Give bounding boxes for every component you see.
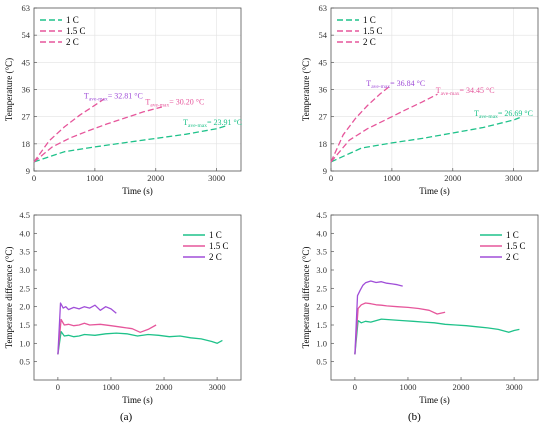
y-tick-label-0: 9 xyxy=(323,166,327,176)
legend-label-0: 1 C xyxy=(363,15,376,25)
series-line-1Cc xyxy=(330,116,520,163)
legend-label-0: 1 C xyxy=(506,230,519,240)
y-axis-title: Temperature difference (°C) xyxy=(301,247,311,349)
y-tick-label-1: 1.0 xyxy=(316,338,327,348)
legend-label-2: 2 C xyxy=(209,252,222,262)
series-line-2Cc xyxy=(57,302,117,355)
series-line-2Cc xyxy=(354,280,403,355)
x-tick-label-0: 0 xyxy=(32,173,36,183)
chart-a-top: 0 1000 2000 3000 9 18 27 36 45 54 63 Time (s) Temper… xyxy=(4,3,242,196)
series-line-15Cc xyxy=(33,106,163,163)
y-tick-label-1: 18 xyxy=(22,139,31,149)
chart-b-bottom: 0 1000 2000 3000 0.5 1.0 1.5 2.0 2.5 3.0 3.5 4.0 4.5… xyxy=(301,210,539,405)
plot-frame xyxy=(33,214,242,381)
panel-label-a: (a) xyxy=(120,411,133,423)
x-axis-title: Time (s) xyxy=(419,186,449,196)
x-tick-label-3: 3000 xyxy=(208,173,225,183)
series-line-2Cc xyxy=(33,98,105,163)
legend-label-2: 2 C xyxy=(66,37,79,47)
y-tick-label-4: 45 xyxy=(22,57,31,67)
y-tick-label-2: 27 xyxy=(319,112,328,122)
y-tick-label-6: 63 xyxy=(319,3,328,13)
y-tick-label-1: 18 xyxy=(319,139,328,149)
x-tick-label-3: 3000 xyxy=(506,382,523,392)
legend-label-2: 2 C xyxy=(363,37,376,47)
y-tick-label-4: 2.5 xyxy=(316,283,327,293)
legend-label-2: 2 C xyxy=(506,252,519,262)
y-tick-label-3: 2.0 xyxy=(19,302,30,312)
y-tick-label-3: 2.0 xyxy=(316,302,327,312)
annotation-1: Tave-max= 34.45 °C xyxy=(436,86,495,97)
x-axis-title: Time (s) xyxy=(122,186,152,196)
annotation-2: Tave-max= 23.91 °C xyxy=(183,118,242,129)
annotation-0: Tave-max= 32.81 °C xyxy=(84,92,143,103)
series-line-1Cc xyxy=(57,330,223,355)
x-tick-label-2: 2000 xyxy=(156,382,173,392)
series-line-1Cc xyxy=(354,318,520,355)
legend-label-1: 1.5 C xyxy=(506,241,526,251)
series-line-15Cc xyxy=(330,93,438,163)
y-tick-label-2: 27 xyxy=(22,112,31,122)
annotation-1: Tave-max= 30.20 °C xyxy=(145,98,204,109)
y-tick-label-4: 45 xyxy=(319,57,328,67)
y-tick-label-4: 2.5 xyxy=(19,283,30,293)
x-axis-title: Time (s) xyxy=(419,395,449,405)
y-tick-label-7: 4.0 xyxy=(316,228,327,238)
series-line-15Cc xyxy=(354,302,446,355)
x-tick-label-0: 0 xyxy=(329,173,333,183)
y-tick-label-5: 3.0 xyxy=(316,265,327,275)
y-tick-label-0: 9 xyxy=(26,166,30,176)
x-tick-label-1: 1000 xyxy=(86,173,103,183)
x-tick-label-1: 1000 xyxy=(102,382,119,392)
y-axis-title: Temperature (°C) xyxy=(4,58,14,121)
y-tick-label-3: 36 xyxy=(22,85,31,95)
y-tick-label-6: 63 xyxy=(22,3,31,13)
y-tick-label-2: 1.5 xyxy=(316,320,327,330)
x-tick-label-3: 3000 xyxy=(209,382,226,392)
y-tick-label-6: 3.5 xyxy=(316,247,327,257)
y-tick-label-2: 1.5 xyxy=(19,320,30,330)
y-tick-label-6: 3.5 xyxy=(19,247,30,257)
y-tick-label-5: 3.0 xyxy=(19,265,30,275)
x-tick-label-2: 2000 xyxy=(147,173,164,183)
x-tick-label-1: 1000 xyxy=(383,173,400,183)
series-line-1Cc xyxy=(33,125,226,163)
series-line-15Cc xyxy=(57,318,157,355)
y-axis-title: Temperature difference (°C) xyxy=(4,247,14,349)
y-tick-label-5: 54 xyxy=(319,30,328,40)
x-tick-label-3: 3000 xyxy=(505,173,522,183)
x-axis-title: Time (s) xyxy=(122,395,152,405)
annotation-0: Tave-max= 36.84 °C xyxy=(366,79,425,90)
x-tick-label-2: 2000 xyxy=(453,382,470,392)
chart-b-top: 0 1000 2000 3000 9 18 27 36 45 54 63 Time (s) Temper… xyxy=(301,3,539,196)
legend-label-1: 1.5 C xyxy=(66,26,86,36)
legend-label-0: 1 C xyxy=(209,230,222,240)
series-line-2Cc xyxy=(330,86,390,163)
legend-label-1: 1.5 C xyxy=(209,241,229,251)
y-tick-label-3: 36 xyxy=(319,85,328,95)
legend-label-1: 1.5 C xyxy=(363,26,383,36)
y-tick-label-1: 1.0 xyxy=(19,338,30,348)
y-axis-title: Temperature (°C) xyxy=(301,58,311,121)
y-tick-label-7: 4.0 xyxy=(19,228,30,238)
x-tick-label-0: 0 xyxy=(353,382,357,392)
chart-a-bottom: 0 1000 2000 3000 0.5 1.0 1.5 2.0 2.5 3.0 3.5 4.0 4.5… xyxy=(4,210,242,405)
y-tick-label-0: 0.5 xyxy=(316,357,327,367)
x-tick-label-2: 2000 xyxy=(444,173,461,183)
x-tick-label-0: 0 xyxy=(56,382,60,392)
annotation-2: Tave-max= 26.69 °C xyxy=(474,109,533,120)
x-tick-label-1: 1000 xyxy=(399,382,416,392)
y-tick-label-5: 54 xyxy=(22,30,31,40)
y-tick-label-8: 4.5 xyxy=(316,210,327,220)
panel-label-b: (b) xyxy=(408,411,421,423)
y-tick-label-0: 0.5 xyxy=(19,357,30,367)
legend-label-0: 1 C xyxy=(66,15,79,25)
y-tick-label-8: 4.5 xyxy=(19,210,30,220)
plot-frame xyxy=(330,214,539,381)
